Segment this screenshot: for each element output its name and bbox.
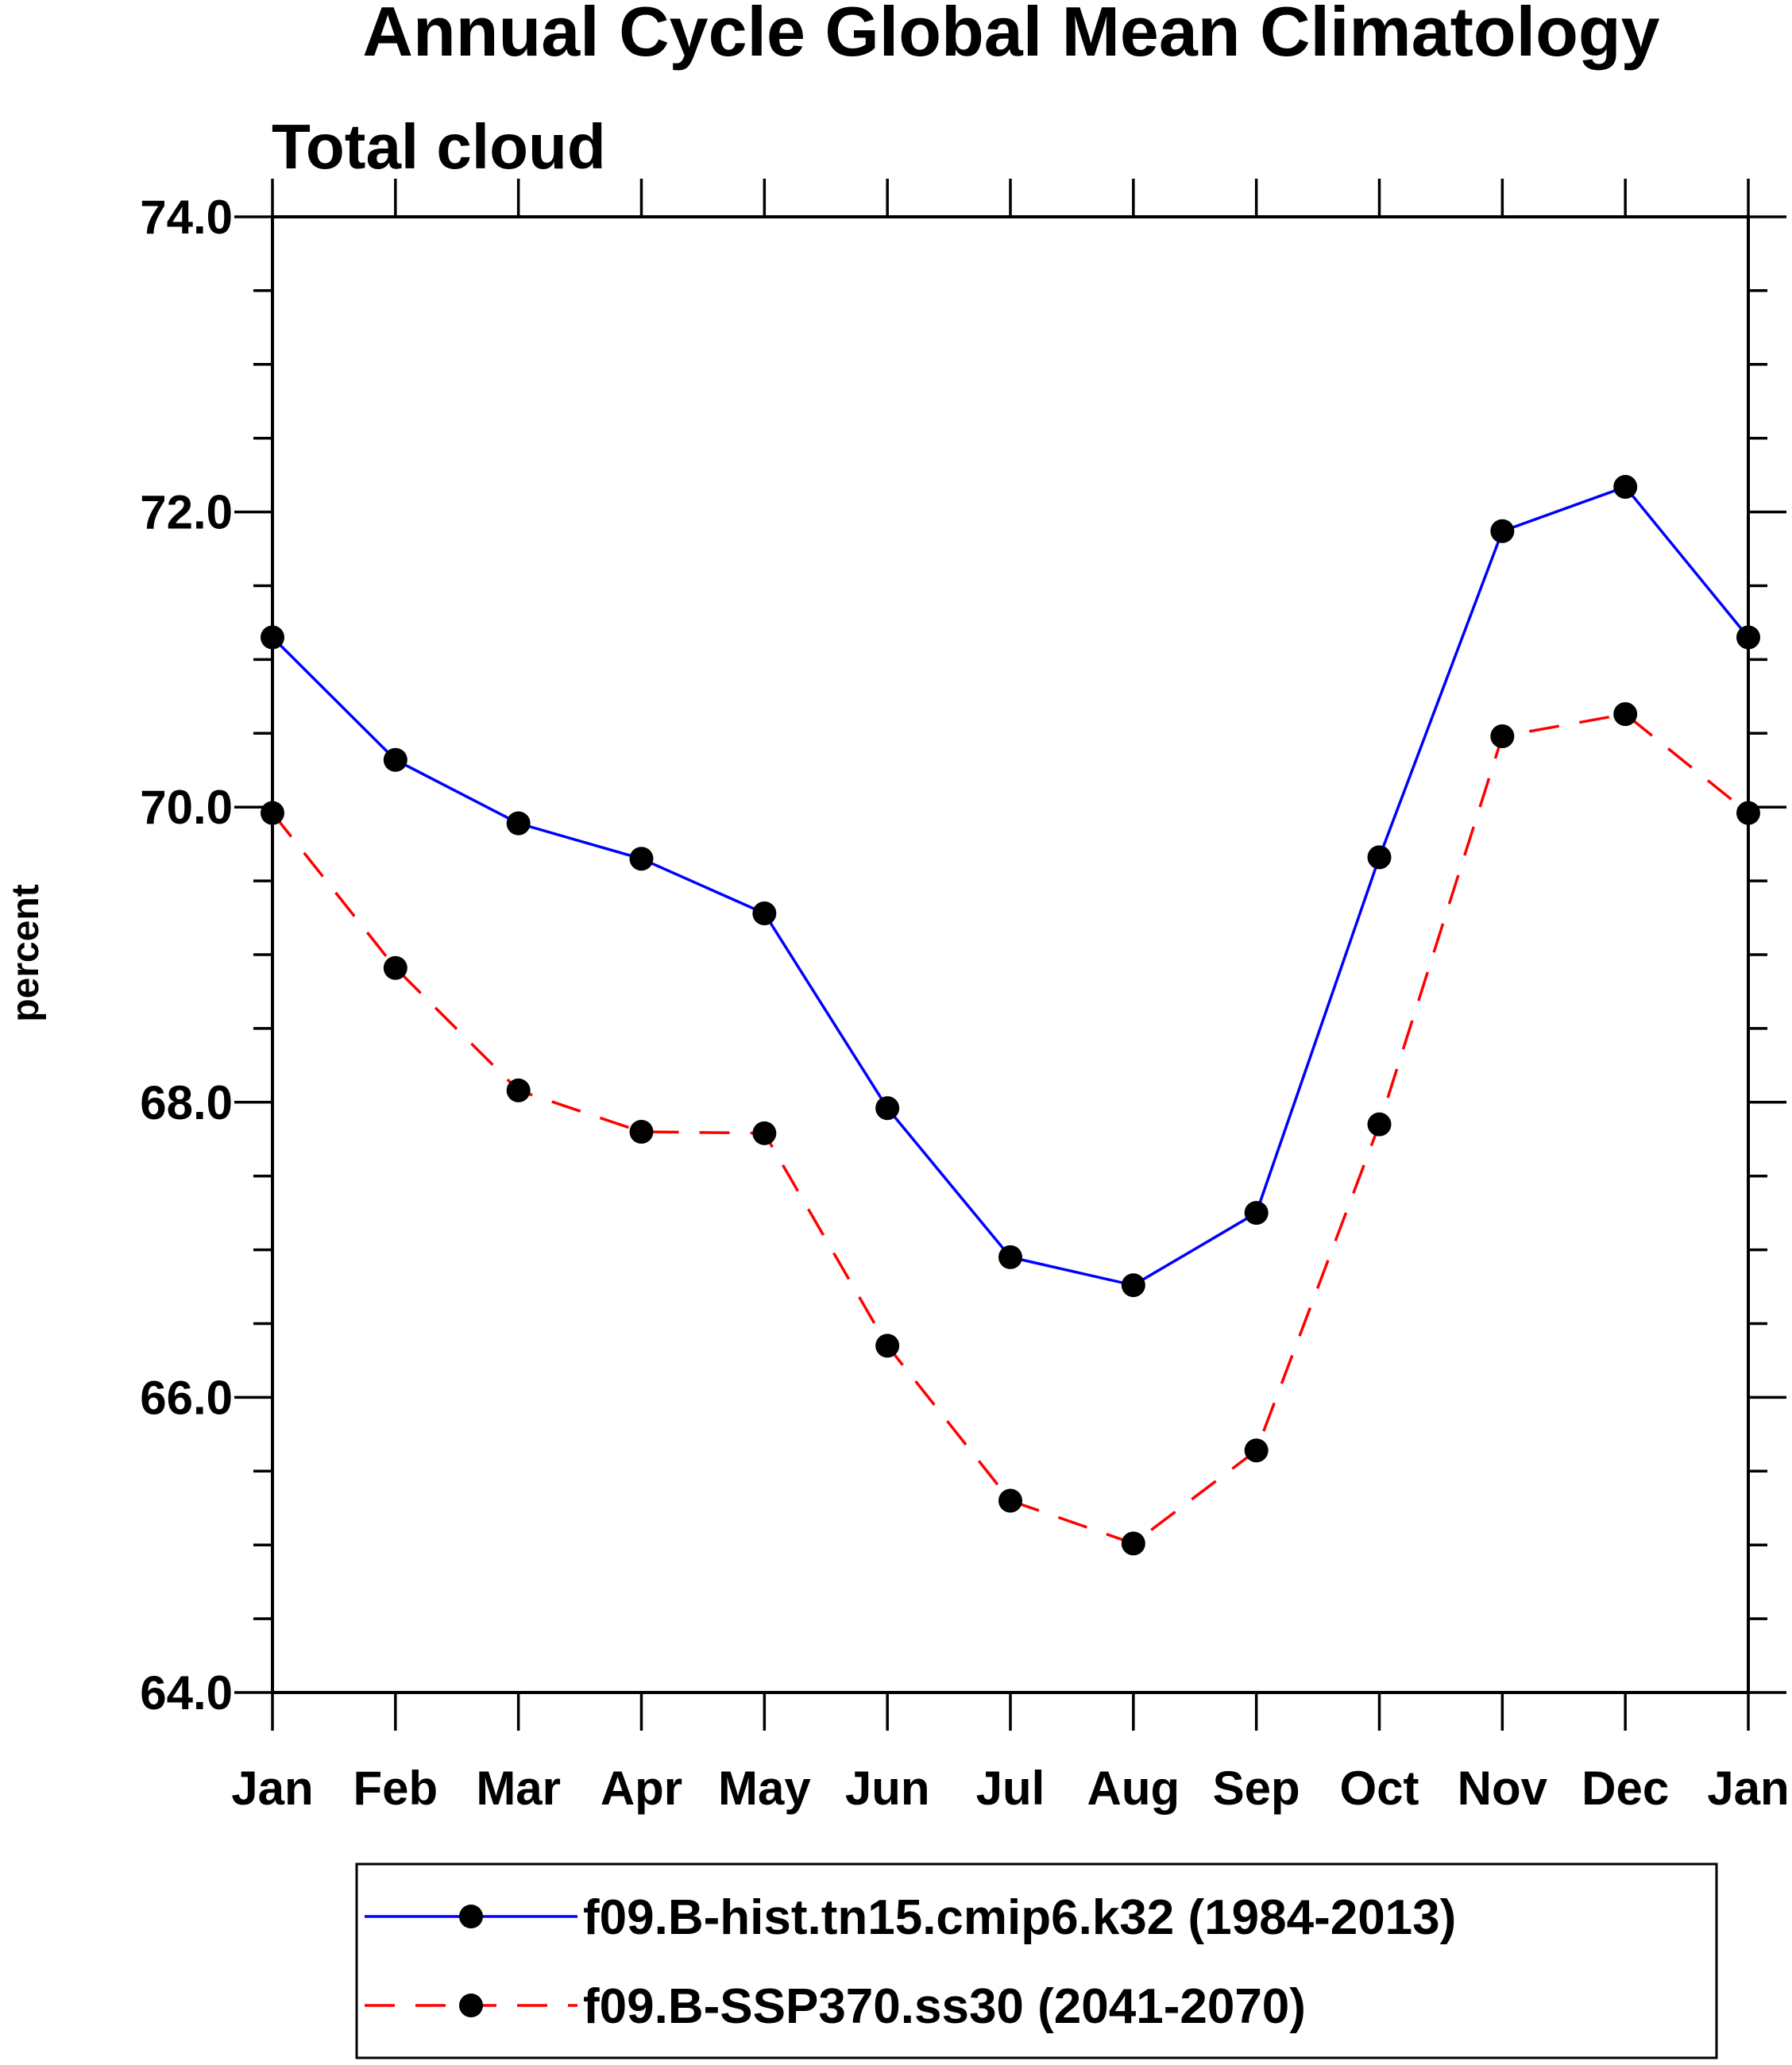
data-point [1121,1273,1145,1298]
y-tick-label: 68.0 [140,1076,233,1129]
series-line-2 [271,712,1750,1546]
chart-subtitle: Total cloud [272,111,606,182]
series-group [261,475,1760,1556]
data-point [506,811,531,836]
data-point [1736,801,1760,825]
x-tick-label: Oct [1339,1762,1419,1815]
y-tick-label: 66.0 [140,1371,233,1424]
legend-label-1: f09.B-hist.tn15.cmip6.k32 (1984-2013) [583,1890,1456,1945]
data-point [1613,475,1638,500]
x-tick-label: Jun [845,1762,930,1815]
data-point [875,1334,900,1358]
data-point [1367,845,1392,870]
x-tick-label: Dec [1582,1762,1669,1815]
data-point [383,747,407,772]
data-point [629,1119,654,1144]
data-point [752,901,777,925]
x-tick-label: Jan [231,1762,313,1815]
data-point [998,1488,1022,1513]
data-point [1244,1201,1269,1225]
data-point [1121,1531,1145,1556]
x-tick-label: Feb [353,1762,438,1815]
legend-label-2: f09.B-SSP370.ss30 (2041-2070) [583,1979,1306,2034]
legend-marker-1 [459,1905,483,1928]
y-tick-label: 70.0 [140,781,233,834]
axes: 64.0 66.0 68.0 70.0 72.0 74.0 Jan Feb Mar Apr May J… [140,179,1790,1815]
y-tick-label: 72.0 [140,486,233,539]
x-tick-label: Mar [476,1762,561,1815]
data-point [1736,625,1760,650]
plot-frame [271,215,1750,1694]
data-point [1613,702,1638,727]
series-line-1 [271,484,1750,1287]
legend: f09.B-hist.tn15.cmip6.k32 (1984-2013) f09… [355,1862,1718,2059]
y-tick-label: 64.0 [140,1666,233,1720]
x-tick-label: Aug [1087,1762,1180,1815]
chart-title: Annual Cycle Global Mean Climatology [362,0,1659,71]
data-point [752,1121,777,1145]
legend-box [355,1862,1718,2059]
data-point [629,847,654,871]
x-tick-label: Jan [1707,1762,1789,1815]
legend-marker-2 [459,1994,483,2017]
x-tick-label: Apr [601,1762,682,1815]
x-tick-label: Jul [976,1762,1045,1815]
data-point [998,1245,1022,1269]
x-tick-label: Nov [1458,1762,1548,1815]
data-point [1490,724,1515,749]
data-point [383,955,407,980]
y-tick-label: 74.0 [140,191,233,244]
y-axis-label: percent [5,884,47,1021]
data-point [1367,1112,1392,1137]
data-point [875,1096,900,1121]
data-point [261,801,284,825]
data-point [1244,1438,1269,1463]
data-point [506,1078,531,1102]
x-tick-label: May [718,1762,811,1815]
data-point [261,625,284,650]
data-point [1490,519,1515,543]
x-tick-label: Sep [1213,1762,1300,1815]
